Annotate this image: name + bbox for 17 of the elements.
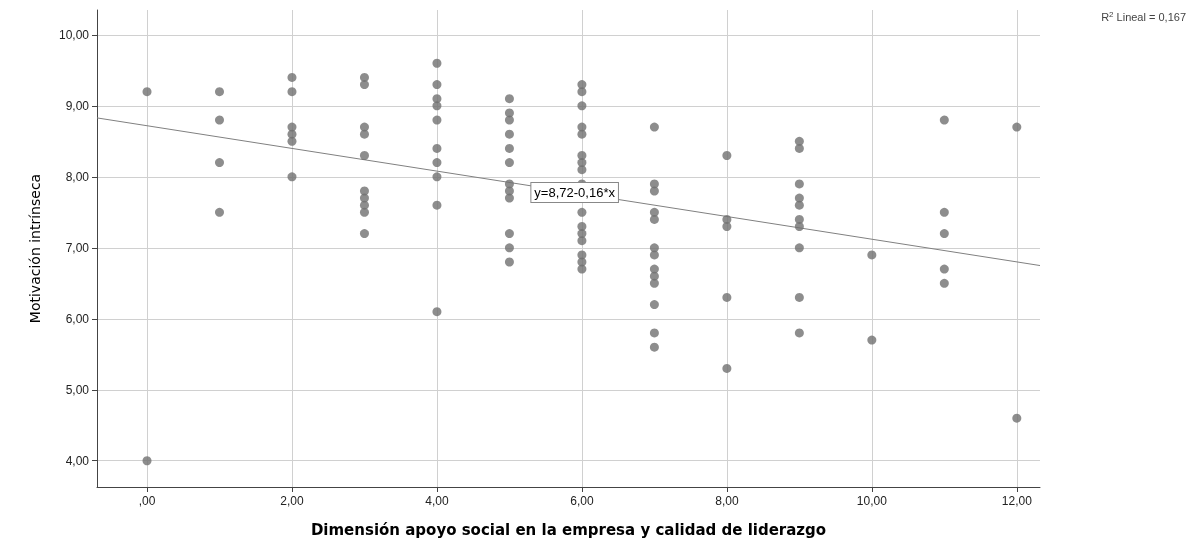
y-tick-label: 7,00 — [65, 240, 90, 255]
y-axis-title: Motivación intrínseca — [27, 173, 43, 324]
y-tick-label: 10,00 — [58, 27, 90, 42]
y-tick-label: 4,00 — [65, 453, 90, 468]
y-tick-label: 5,00 — [65, 382, 90, 397]
x-tick-label: 2,00 — [280, 494, 304, 508]
annotation: y=8,72-0,16*x — [534, 184, 616, 200]
x-tick-label: 6,00 — [570, 494, 594, 508]
y-tick-label: 6,00 — [65, 311, 90, 326]
x-tick-label: 12,00 — [1001, 494, 1033, 508]
x-axis-title: Dimensión apoyo social en la empresa y calidad de liderazgo — [310, 520, 827, 539]
x-tick-label: ,00 — [138, 494, 156, 508]
y-tick-label: 8,00 — [65, 169, 90, 184]
y-tick-label: 9,00 — [65, 98, 90, 113]
x-tick-label: 10,00 — [856, 494, 888, 508]
x-tick-label: 8,00 — [715, 494, 739, 508]
x-tick-label: 4,00 — [425, 494, 449, 508]
